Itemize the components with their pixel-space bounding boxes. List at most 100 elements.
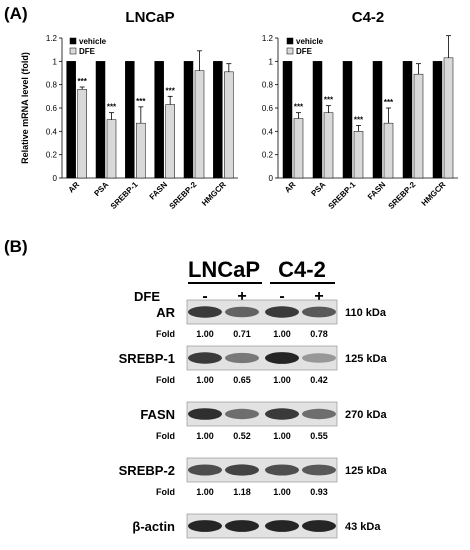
lane-sign: - (202, 288, 207, 305)
protein-band (225, 306, 259, 318)
y-axis-label: Relative mRNA level (fold) (20, 52, 30, 164)
lane-sign: - (279, 288, 284, 305)
protein-band (302, 520, 336, 532)
significance-marker: *** (354, 116, 364, 125)
bar-dfe-psa (106, 119, 117, 179)
fold-value: 0.71 (233, 329, 251, 339)
chart-title: C4-2 (352, 9, 385, 26)
protein-band (265, 464, 299, 476)
protein-band (188, 408, 222, 420)
significance-marker: *** (384, 98, 394, 107)
fold-value: 1.00 (196, 487, 214, 497)
significance-marker: *** (107, 103, 117, 112)
cell-line-label: LNCaP (188, 257, 260, 282)
protein-band (188, 306, 222, 318)
bar-dfe-srebp-1 (136, 122, 146, 179)
legend-swatch (286, 47, 294, 55)
molecular-weight: 110 kDa (345, 307, 387, 319)
y-tick-label: 0.8 (46, 81, 58, 90)
x-tick-label: SREBP-2 (387, 180, 418, 211)
protein-label: β-actin (132, 519, 175, 534)
legend-entry: DFE (296, 47, 313, 56)
protein-label: AR (156, 305, 175, 320)
protein-band (188, 352, 222, 364)
western-blot: LNCaP C4-2 DFE - + - + AR 110 kDa Fold 1.00 0.71 1.0… (119, 257, 387, 539)
protein-band (188, 464, 222, 476)
y-tick-label: 0 (53, 174, 58, 183)
y-tick-label: 0.6 (262, 104, 274, 113)
y-tick-label: 1 (269, 57, 274, 66)
fold-value: 1.00 (196, 375, 214, 385)
chart-c4-2: C4-2 0 0.2 0.4 0.6 0.8 1 1.2 *** AR *** PSA *** SREBP… (262, 9, 458, 211)
y-tick-label: 0 (269, 174, 274, 183)
fold-value: 0.65 (233, 375, 251, 385)
protein-band (265, 408, 299, 420)
chart-lncap: LNCaP Relative mRNA level (fold) 0 0.2 0.4 0.… (20, 9, 238, 211)
bar-dfe-hmgcr (224, 71, 234, 179)
bar-vehicle-fasn (372, 61, 383, 179)
protein-label: FASN (140, 407, 175, 422)
protein-band (302, 306, 336, 318)
protein-band (265, 520, 299, 532)
y-tick-label: 0.4 (262, 127, 274, 136)
significance-marker: *** (165, 86, 175, 95)
legend-swatch (286, 37, 294, 45)
fold-value: 1.00 (273, 487, 291, 497)
x-tick-label: FASN (148, 180, 170, 202)
y-tick-label: 0.8 (262, 81, 274, 90)
molecular-weight: 43 kDa (345, 521, 381, 533)
protein-band (225, 520, 259, 532)
x-tick-label: PSA (309, 180, 327, 198)
bar-dfe-ar (293, 118, 304, 179)
panel-b-label: (B) (4, 237, 28, 256)
fold-value: 0.52 (233, 431, 251, 441)
fold-value: 1.00 (273, 375, 291, 385)
panel-a-label: (A) (4, 4, 28, 23)
y-tick-label: 1 (53, 57, 58, 66)
cell-line-label: C4-2 (278, 257, 326, 282)
fold-value: 1.00 (196, 431, 214, 441)
bar-vehicle-ar (66, 61, 76, 179)
bar-vehicle-srebp-1 (125, 61, 135, 179)
molecular-weight: 125 kDa (345, 465, 387, 477)
x-tick-label: PSA (92, 180, 110, 198)
x-tick-label: SREBP-2 (168, 180, 199, 211)
protein-band (302, 408, 336, 420)
x-tick-label: AR (67, 180, 82, 195)
x-tick-label: AR (283, 180, 298, 195)
lane-sign: + (237, 288, 246, 305)
significance-marker: *** (294, 103, 304, 112)
x-tick-label: SREBP-1 (327, 180, 358, 211)
x-tick-label: FASN (366, 180, 388, 202)
x-tick-label: HMGCR (420, 180, 448, 208)
bar-vehicle-srebp-1 (342, 61, 353, 179)
protein-label: SREBP-1 (119, 351, 175, 366)
bar-dfe-hmgcr (443, 57, 454, 179)
fold-value: 0.42 (310, 375, 328, 385)
legend-swatch (69, 37, 77, 45)
legend-entry: vehicle (79, 37, 107, 46)
fold-value: 0.78 (310, 329, 328, 339)
fold-value: 1.00 (273, 329, 291, 339)
significance-marker: *** (136, 97, 146, 106)
y-tick-label: 0.4 (46, 127, 58, 136)
y-tick-label: 1.2 (46, 34, 58, 43)
fold-value: 1.00 (273, 431, 291, 441)
fold-value: 1.18 (233, 487, 251, 497)
bar-dfe-fasn (383, 122, 394, 179)
protein-band (302, 353, 336, 363)
x-tick-label: SREBP-1 (109, 180, 140, 211)
protein-band (225, 352, 259, 364)
bar-vehicle-psa (95, 61, 106, 179)
protein-label: SREBP-2 (119, 463, 175, 478)
protein-band (225, 464, 259, 476)
lane-sign: + (314, 288, 323, 305)
protein-band (188, 520, 222, 532)
bar-vehicle-ar (282, 61, 293, 179)
x-tick-label: HMGCR (200, 180, 228, 208)
bar-vehicle-hmgcr (432, 61, 443, 179)
bar-dfe-psa (323, 112, 334, 179)
bar-vehicle-srebp-2 (183, 61, 194, 179)
protein-band (302, 464, 336, 476)
molecular-weight: 125 kDa (345, 353, 387, 365)
